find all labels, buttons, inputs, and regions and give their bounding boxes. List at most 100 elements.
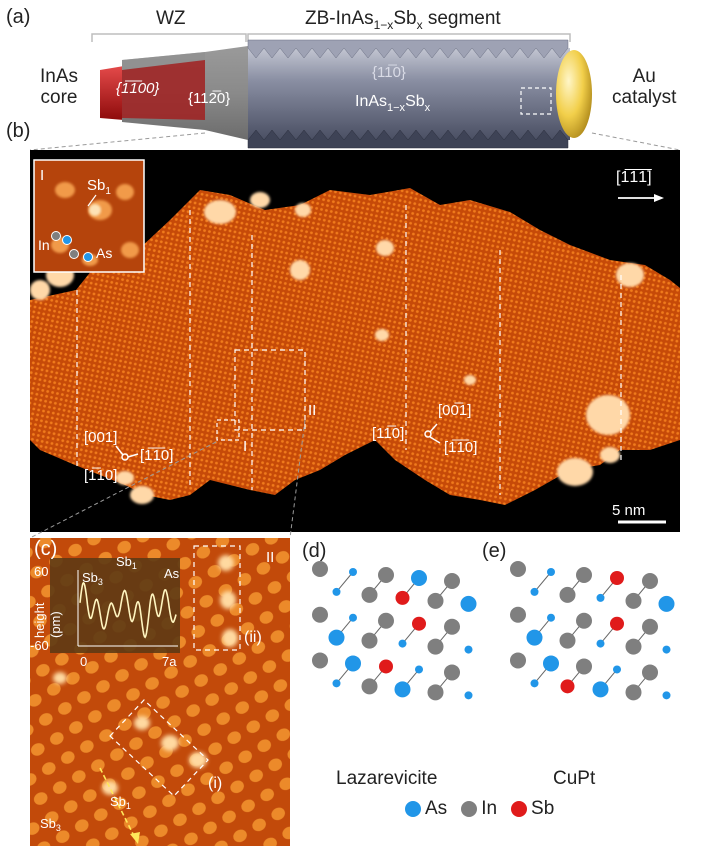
in-atom: [642, 618, 658, 635]
arrow-sb3-label: Sb3: [40, 816, 61, 833]
box-i-label: (i): [208, 775, 222, 792]
legend: As In Sb: [405, 798, 554, 820]
trace-sb1-label: Sb1: [116, 554, 137, 571]
nanowire-diagram: {1̅1̅00} {112̅0} {11̅0} InAs1−xSbx: [29, 33, 681, 150]
as-atom: [662, 691, 671, 700]
legend-sb-marker: [511, 801, 528, 817]
panel-c-label: (c): [34, 538, 58, 560]
nanowire-terrace: [30, 188, 680, 505]
trace-as-label: As: [164, 566, 180, 581]
lattice-bond: [336, 571, 354, 593]
in-atom: [427, 638, 444, 655]
dir-right-110: [1̅1̅0]: [444, 439, 477, 456]
as-atom: [464, 645, 473, 654]
inset-as-label: As: [96, 245, 112, 261]
in-atom: [361, 632, 378, 649]
trace-sb3-label: Sb3: [82, 570, 103, 587]
dir-right-00-1: [00̅1]: [438, 402, 471, 419]
dir-right-1-10: [11̅0]: [372, 425, 404, 442]
dir-left-1-10: [1̅1̅0]: [140, 447, 173, 464]
as-atom: [596, 639, 605, 648]
in-atom: [559, 586, 576, 603]
zb-facet-teeth-bottom: [247, 129, 569, 149]
region-I-label: I: [243, 438, 247, 455]
as-atom: [592, 681, 609, 698]
in-atom: [625, 638, 642, 655]
dir-left-001: [001]: [84, 429, 117, 446]
in-atom: [576, 612, 592, 629]
inset-in-label: In: [38, 237, 50, 253]
stm-image-b: I Sb1 In As I II [1̅1̅1̅] [001] [1̅10] […: [30, 150, 680, 532]
as-atom: [543, 655, 559, 672]
sb-atom: [610, 616, 624, 631]
inset-label-I: I: [40, 167, 44, 184]
region-II-label: II: [308, 402, 316, 419]
panel-e-label: (e): [482, 540, 507, 562]
in-atom: [625, 684, 642, 701]
as-atom: [349, 613, 357, 622]
sb-atom: [395, 590, 410, 605]
as-atom: [530, 587, 539, 596]
box-ii-label: (ii): [244, 629, 262, 646]
in-atom: [312, 561, 328, 577]
as-atom: [394, 681, 411, 698]
in-atom: [510, 606, 526, 623]
in-atom: [312, 606, 328, 623]
in-atom: [559, 632, 576, 649]
sb-atom: [379, 659, 393, 674]
zb-facet-teeth-top: [247, 39, 569, 59]
stm-image-c: 60 -60 0 7a height (pm) Sb3 Sb1 As II (i…: [30, 538, 290, 846]
as-atom: [658, 595, 675, 612]
panel-d-label: (d): [302, 540, 327, 562]
height-axis-unit: (pm): [48, 611, 63, 638]
as-atom: [332, 587, 341, 596]
facet-wz-1120: {112̅0}: [188, 90, 230, 107]
in-atom: [312, 652, 328, 669]
as-atom: [596, 593, 605, 602]
in-atom: [427, 684, 444, 701]
in-atom: [361, 678, 378, 695]
as-atom: [547, 568, 555, 576]
legend-as: As: [425, 798, 448, 819]
in-atom: [444, 664, 460, 681]
ytick-60: 60: [34, 564, 48, 579]
direction-label: [1̅1̅1̅]: [616, 168, 652, 186]
height-axis-label: height: [32, 602, 47, 638]
as-atom: [415, 665, 423, 674]
au-catalyst-label: Au catalyst: [612, 66, 677, 108]
in-atom: [510, 561, 526, 577]
caption-cupt: CuPt: [553, 768, 596, 789]
facet-wz-1100: {1̅1̅00}: [116, 80, 159, 97]
in-atom: [427, 592, 444, 609]
segment-formula: InAs1−xSbx: [355, 93, 431, 114]
panel-b-label: (b): [6, 120, 31, 142]
ytick-neg60: -60: [30, 638, 49, 653]
as-atom: [345, 655, 361, 672]
lattice-lazarevicite: [312, 561, 477, 701]
wz-label: WZ: [156, 8, 186, 29]
inas-core-label: InAs core: [40, 66, 79, 108]
panel-a-label: (a): [6, 6, 31, 28]
as-atom: [464, 691, 473, 700]
in-atom: [642, 664, 658, 681]
as-atom: [613, 665, 621, 674]
in-atom: [444, 573, 460, 589]
lattice-cupt: [510, 561, 675, 701]
zoom-connectors: [29, 420, 306, 539]
arrow-sb1-label: Sb1: [110, 794, 131, 811]
in-atom: [625, 592, 642, 609]
as-atom: [662, 645, 671, 654]
xtick-0: 0: [80, 654, 87, 669]
xtick-7a: 7a: [162, 654, 177, 669]
as-atom: [547, 613, 555, 622]
in-atom: [642, 573, 658, 589]
caption-lazarevicite: Lazarevicite: [336, 768, 438, 789]
as-atom: [332, 679, 341, 688]
as-atom: [398, 639, 407, 648]
as-atom: [328, 629, 345, 646]
lattice-bond: [534, 571, 552, 593]
in-atom: [361, 586, 378, 603]
zb-segment-label: ZB-InAs1−xSbx segment: [305, 8, 501, 32]
sb-atom: [560, 679, 575, 694]
legend-in-marker: [461, 801, 478, 817]
